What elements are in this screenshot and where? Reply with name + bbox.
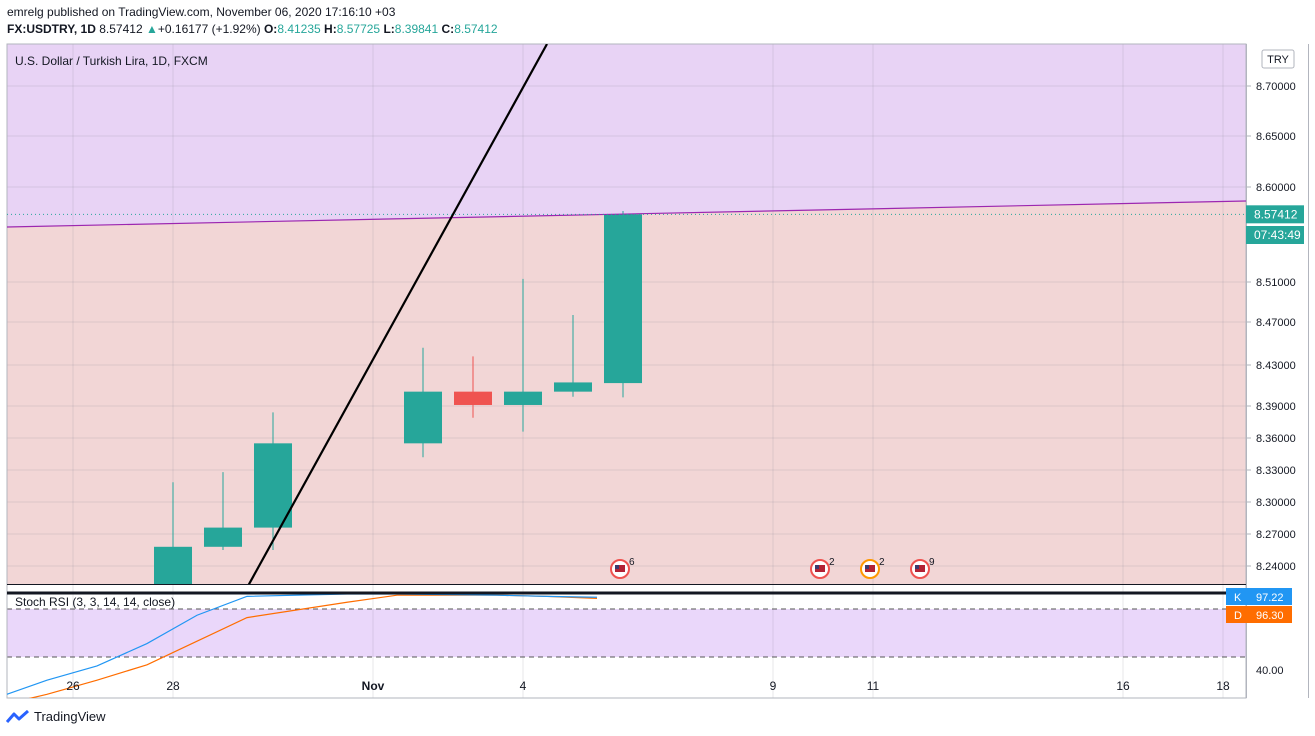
rsi-band <box>7 609 1246 657</box>
low-value: 8.39841 <box>394 22 439 36</box>
us-flag-icon <box>865 565 875 572</box>
time-tick-label: Nov <box>362 679 385 693</box>
last-price-label: 8.57412 <box>1254 207 1298 221</box>
us-flag-canton <box>865 565 869 569</box>
event-count: 2 <box>879 557 885 568</box>
d-badge: D 96.30 <box>1226 606 1292 623</box>
open-label: O: <box>263 22 278 36</box>
symbol-label: FX:USDTRY, 1D <box>7 22 96 36</box>
stoch-rsi-lines <box>7 593 598 698</box>
price-tick-label: 8.51000 <box>1256 277 1296 289</box>
us-flag-icon <box>915 565 925 572</box>
event-count: 2 <box>829 557 835 568</box>
us-flag-icon <box>815 565 825 572</box>
stoch-rsi-title: Stoch RSI (3, 3, 14, 14, close) <box>15 595 175 609</box>
change-value: +0.16177 (+1.92%) <box>157 22 261 36</box>
price-tick-label: 8.30000 <box>1256 497 1296 509</box>
time-axis[interactable]: 2628Nov491116182325 <box>66 679 1315 693</box>
price-axis[interactable]: 8.70000 8.65000 8.60000 8.51000 8.47000 8.430… <box>1246 81 1296 677</box>
price-tick-label: 8.43000 <box>1256 360 1296 372</box>
time-tick-label: 16 <box>1116 679 1130 693</box>
high-value: 8.57725 <box>336 22 381 36</box>
event-markers: 6 2 2 9 <box>610 557 935 579</box>
price-tick-label: 8.60000 <box>1256 182 1296 194</box>
legend-title: U.S. Dollar / Turkish Lira, 1D, FXCM <box>15 54 208 68</box>
low-label: L: <box>383 22 395 36</box>
change-up-icon: ▲ <box>145 22 158 36</box>
rsi-grid <box>7 585 1246 698</box>
candles-layer <box>154 211 642 584</box>
close-label: C: <box>441 22 455 36</box>
price-tick-label: 8.47000 <box>1256 317 1296 329</box>
candle-body <box>254 443 292 528</box>
candle-body <box>154 546 192 584</box>
us-flag-canton <box>615 565 619 569</box>
trend-line <box>247 44 548 584</box>
lower-zone <box>7 201 1246 584</box>
candle-body <box>554 382 592 392</box>
candle-body <box>204 527 242 547</box>
price-tick-label: 8.33000 <box>1256 465 1296 477</box>
currency-badge-label: TRY <box>1267 54 1289 66</box>
time-tick-label: 28 <box>166 679 180 693</box>
k-line <box>7 593 598 695</box>
main-grid <box>7 44 1246 584</box>
drawings-layer <box>7 44 1246 584</box>
k-badge-value: 97.22 <box>1256 592 1284 604</box>
k-badge-name: K <box>1234 592 1242 604</box>
high-label: H: <box>324 22 337 36</box>
time-tick-label: 11 <box>867 679 880 693</box>
k-badge: K 97.22 <box>1226 588 1292 605</box>
last-price-marker: 8.57412 07:43:49 <box>1246 205 1304 244</box>
countdown-label: 07:43:49 <box>1254 228 1301 242</box>
open-value: 8.41235 <box>277 22 321 36</box>
price-tick-label: 8.36000 <box>1256 433 1296 445</box>
price-tick-label: 8.27000 <box>1256 529 1296 541</box>
time-tick-label: 26 <box>66 679 80 693</box>
candle-body <box>454 391 492 405</box>
publisher-line: emrelg published on TradingView.com, Nov… <box>7 5 396 19</box>
candle-body <box>404 391 442 444</box>
last-price: 8.57412 <box>99 22 143 36</box>
time-tick-label: 9 <box>770 679 777 693</box>
close-value: 8.57412 <box>454 22 498 36</box>
us-flag-icon <box>615 565 625 572</box>
price-tick-label: 8.65000 <box>1256 131 1296 143</box>
currency-badge[interactable] <box>1261 49 1295 69</box>
tradingview-brand[interactable]: TradingView <box>6 709 106 724</box>
time-tick-label: 18 <box>1216 679 1230 693</box>
event-count: 6 <box>629 557 635 568</box>
channel-line <box>7 200 1246 228</box>
tradingview-logo-icon <box>6 709 29 723</box>
event-count: 9 <box>929 557 935 568</box>
us-flag-canton <box>815 565 819 569</box>
candle-body <box>504 391 542 405</box>
ohlc-header: FX:USDTRY, 1D 8.57412 ▲+0.16177 (+1.92%)… <box>7 22 498 36</box>
price-tick-label: 8.39000 <box>1256 401 1296 413</box>
price-tick-label: 8.24000 <box>1256 561 1296 573</box>
brand-label: TradingView <box>34 709 106 724</box>
time-tick-label: 4 <box>520 679 527 693</box>
rsi-tick-label: 40.00 <box>1256 665 1284 677</box>
candle-body <box>604 214 642 384</box>
us-flag-canton <box>915 565 919 569</box>
d-badge-value: 96.30 <box>1256 610 1284 622</box>
d-badge-name: D <box>1234 610 1242 622</box>
price-tick-label: 8.70000 <box>1256 81 1296 93</box>
